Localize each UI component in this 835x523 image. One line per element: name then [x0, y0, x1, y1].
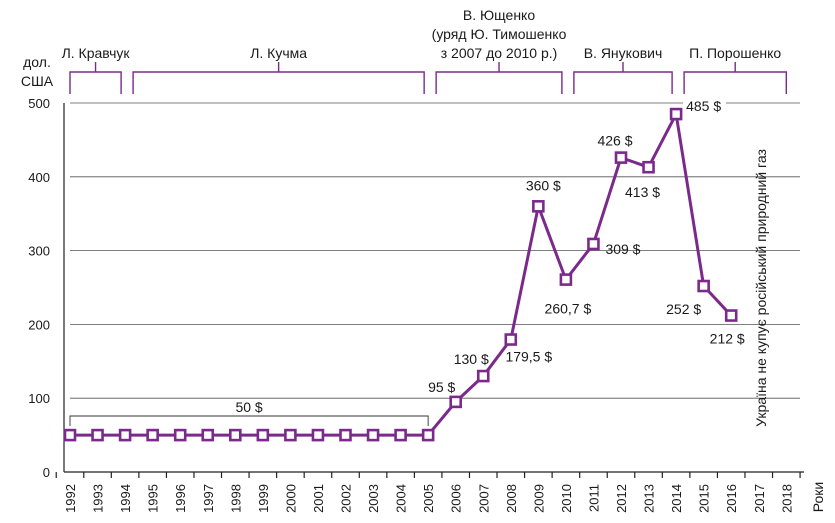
series-line	[70, 112, 733, 437]
x-tick-label: 2014	[669, 484, 684, 513]
x-tick-label: 1994	[118, 484, 133, 513]
data-point	[587, 237, 600, 251]
x-tick-label: 2016	[724, 484, 739, 513]
data-label: 95 $	[428, 379, 455, 395]
x-tick-label: 2009	[531, 484, 546, 513]
y-tick-label: 400	[28, 170, 50, 185]
x-tick-label: 1992	[63, 484, 78, 513]
x-tick-label: 1996	[173, 484, 188, 513]
x-tick-label: 2001	[311, 484, 326, 513]
president-brackets: Л. Кравчук Л. Кучма В. Ющенко (уряд Ю. Тимо…	[62, 7, 787, 94]
president-name: В. Янукович	[584, 45, 663, 61]
president-name: П. Порошенко	[689, 45, 781, 61]
data-point	[669, 107, 683, 121]
data-point	[366, 428, 380, 442]
president-bracket	[132, 62, 425, 94]
data-label: 212 $	[710, 331, 745, 347]
x-tick-label: 2006	[449, 484, 464, 513]
x-tick-label: 2002	[339, 484, 354, 513]
x-tick-label: 2015	[697, 484, 712, 513]
data-point	[256, 428, 270, 442]
data-point	[229, 428, 242, 442]
president-name: В. Ющенко	[463, 7, 535, 23]
data-point	[476, 369, 490, 383]
data-point	[394, 428, 407, 442]
data-label: 485 $	[686, 98, 721, 114]
data-label: 179,5 $	[505, 349, 552, 365]
data-point	[421, 428, 435, 442]
no-purchase-note: Україна не купує російський природний га…	[753, 149, 769, 427]
data-point	[642, 160, 655, 174]
data-point	[63, 428, 77, 442]
data-label: 130 $	[454, 351, 489, 367]
data-point	[504, 333, 518, 346]
data-point	[146, 428, 159, 442]
x-tick-label: 2013	[642, 484, 657, 513]
president-name: Л. Кравчук	[62, 45, 131, 61]
data-point	[559, 273, 573, 286]
data-point	[118, 428, 132, 442]
x-tick-label: 2000	[283, 484, 298, 513]
y-axis-label-line1: дол.	[23, 54, 51, 70]
y-tick-label: 200	[28, 317, 50, 332]
x-tick-label: 1999	[256, 484, 271, 513]
president-bracket	[573, 62, 673, 94]
y-axis-label-line2: США	[21, 73, 54, 89]
x-tick-label: 1998	[228, 484, 243, 513]
x-tick-label: 2012	[614, 484, 629, 513]
data-point	[339, 428, 352, 442]
data-label: 309 $	[605, 241, 640, 257]
data-point	[201, 428, 215, 442]
president-name: (уряд Ю. Тимошенко	[432, 26, 567, 42]
president-name: Л. Кучма	[250, 45, 307, 61]
grid-lines: 0 100 200 300 400 500	[28, 96, 800, 480]
x-tick-label: 2005	[421, 484, 436, 513]
x-tick-label: 2003	[366, 484, 381, 513]
data-label: 252 $	[666, 301, 701, 317]
data-label: 426 $	[597, 133, 632, 149]
data-point	[284, 428, 297, 442]
data-point	[91, 428, 104, 442]
x-tick-label: 2010	[559, 484, 574, 513]
data-point	[311, 428, 325, 442]
x-tick-label: 2007	[476, 484, 491, 513]
x-tick-label: 1995	[146, 484, 161, 513]
y-tick-label: 0	[43, 465, 50, 480]
data-point	[532, 200, 545, 213]
x-tick-label: 1997	[201, 484, 216, 513]
x-tick-label: 2017	[752, 484, 767, 513]
data-point	[697, 279, 710, 293]
president-bracket	[69, 62, 122, 94]
x-tick-label: 2004	[394, 484, 409, 513]
x-tick-label: 2018	[779, 484, 794, 513]
axes: 1992 1993 1994 1995 1996 1997 1998 1999 2000 2001…	[55, 103, 804, 513]
x-tick-label: 1993	[91, 484, 106, 513]
x-tick-label: 2008	[504, 484, 519, 513]
y-tick-label: 100	[28, 391, 50, 406]
data-label: 413 $	[625, 184, 660, 200]
data-label: 260,7 $	[545, 301, 592, 317]
president-bracket	[435, 62, 563, 94]
range-label: 50 $	[235, 399, 262, 415]
price-series	[63, 107, 738, 442]
data-point	[173, 428, 187, 442]
range-bracket	[69, 415, 429, 426]
y-tick-label: 500	[28, 96, 50, 111]
data-labels: 50 $ 95 $ 130 $ 179,5 $ 360 $ 260,7 $ 309 $ 426…	[69, 98, 745, 426]
x-tick-label: 2011	[586, 484, 601, 512]
president-bracket	[683, 62, 787, 94]
data-point	[614, 151, 628, 164]
data-label: 360 $	[526, 177, 561, 193]
data-point	[724, 309, 738, 322]
data-point	[449, 395, 463, 409]
president-name: з 2007 до 2010 р.)	[441, 45, 558, 61]
y-tick-label: 300	[28, 244, 50, 259]
x-axis-label: Роки	[810, 482, 826, 512]
